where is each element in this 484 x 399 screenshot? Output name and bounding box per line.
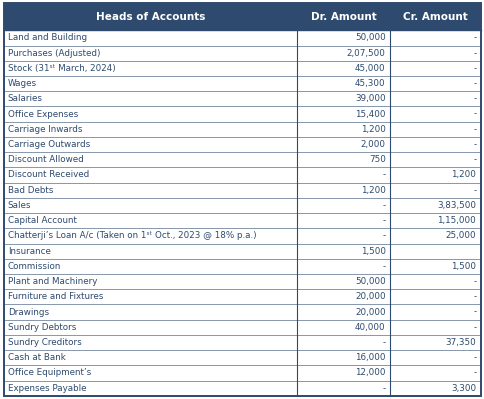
Bar	[4, 259, 480, 274]
Bar	[4, 335, 480, 350]
Text: Drawings: Drawings	[8, 308, 49, 316]
Text: -: -	[472, 140, 475, 149]
Bar	[4, 198, 480, 213]
Text: -: -	[472, 64, 475, 73]
Text: Carriage Outwards: Carriage Outwards	[8, 140, 90, 149]
Text: 2,07,500: 2,07,500	[346, 49, 385, 58]
Text: 50,000: 50,000	[354, 277, 385, 286]
Text: 3,83,500: 3,83,500	[437, 201, 475, 210]
Text: 39,000: 39,000	[354, 94, 385, 103]
Text: Carriage Inwards: Carriage Inwards	[8, 125, 82, 134]
Text: Dr. Amount: Dr. Amount	[310, 12, 376, 22]
Text: -: -	[382, 170, 385, 180]
Text: Office Equipment’s: Office Equipment’s	[8, 368, 91, 377]
Text: 40,000: 40,000	[354, 323, 385, 332]
Bar	[4, 213, 480, 228]
Text: 15,400: 15,400	[354, 110, 385, 119]
Text: Heads of Accounts: Heads of Accounts	[96, 12, 205, 22]
Bar	[4, 365, 480, 381]
Text: -: -	[472, 110, 475, 119]
Text: 1,200: 1,200	[360, 186, 385, 195]
Text: Bad Debts: Bad Debts	[8, 186, 53, 195]
Bar	[4, 168, 480, 183]
Text: Sundry Creditors: Sundry Creditors	[8, 338, 81, 347]
Text: 1,200: 1,200	[451, 170, 475, 180]
Text: Plant and Machinery: Plant and Machinery	[8, 277, 97, 286]
Text: -: -	[382, 338, 385, 347]
Text: 750: 750	[368, 155, 385, 164]
Bar	[4, 381, 480, 396]
Text: -: -	[472, 125, 475, 134]
Text: -: -	[382, 384, 385, 393]
Text: Cr. Amount: Cr. Amount	[403, 12, 467, 22]
Text: 25,000: 25,000	[445, 231, 475, 241]
Text: Insurance: Insurance	[8, 247, 50, 256]
Text: -: -	[472, 368, 475, 377]
Text: -: -	[382, 262, 385, 271]
Text: 37,350: 37,350	[445, 338, 475, 347]
Text: Stock (31ˢᵗ March, 2024): Stock (31ˢᵗ March, 2024)	[8, 64, 115, 73]
Text: Commission: Commission	[8, 262, 61, 271]
Text: -: -	[472, 94, 475, 103]
Text: Chatterji’s Loan A/c (Taken on 1ˢᵗ Oct., 2023 @ 18% p.a.): Chatterji’s Loan A/c (Taken on 1ˢᵗ Oct.,…	[8, 231, 256, 241]
Bar	[4, 3, 480, 30]
Text: -: -	[472, 353, 475, 362]
Text: 45,300: 45,300	[354, 79, 385, 88]
Text: 1,500: 1,500	[360, 247, 385, 256]
Text: 12,000: 12,000	[354, 368, 385, 377]
Bar	[4, 289, 480, 304]
Text: Land and Building: Land and Building	[8, 34, 87, 42]
Text: Sales: Sales	[8, 201, 31, 210]
Text: -: -	[382, 216, 385, 225]
Text: -: -	[472, 323, 475, 332]
Text: Furniture and Fixtures: Furniture and Fixtures	[8, 292, 103, 301]
Text: 45,000: 45,000	[354, 64, 385, 73]
Text: -: -	[472, 49, 475, 58]
Text: -: -	[472, 155, 475, 164]
Text: 1,200: 1,200	[360, 125, 385, 134]
Text: Purchases (Adjusted): Purchases (Adjusted)	[8, 49, 100, 58]
Text: -: -	[382, 231, 385, 241]
Text: 1,15,000: 1,15,000	[437, 216, 475, 225]
Text: Capital Account: Capital Account	[8, 216, 76, 225]
Bar	[4, 320, 480, 335]
Text: Discount Allowed: Discount Allowed	[8, 155, 83, 164]
Bar	[4, 243, 480, 259]
Bar	[4, 107, 480, 122]
Bar	[4, 45, 480, 61]
Text: -: -	[472, 292, 475, 301]
Text: 2,000: 2,000	[360, 140, 385, 149]
Text: Wages: Wages	[8, 79, 37, 88]
Bar	[4, 350, 480, 365]
Text: 1,500: 1,500	[450, 262, 475, 271]
Text: -: -	[472, 79, 475, 88]
Bar	[4, 228, 480, 243]
Bar	[4, 76, 480, 91]
Text: 20,000: 20,000	[354, 292, 385, 301]
Text: Cash at Bank: Cash at Bank	[8, 353, 65, 362]
Text: 20,000: 20,000	[354, 308, 385, 316]
Bar	[4, 137, 480, 152]
Text: 3,300: 3,300	[450, 384, 475, 393]
Text: -: -	[472, 186, 475, 195]
Text: -: -	[472, 308, 475, 316]
Bar	[4, 183, 480, 198]
Text: Discount Received: Discount Received	[8, 170, 89, 180]
Bar	[4, 152, 480, 168]
Text: -: -	[472, 277, 475, 286]
Text: 50,000: 50,000	[354, 34, 385, 42]
Text: -: -	[472, 34, 475, 42]
Bar	[4, 304, 480, 320]
Bar	[4, 30, 480, 45]
Bar	[4, 274, 480, 289]
Text: 16,000: 16,000	[354, 353, 385, 362]
Text: -: -	[382, 201, 385, 210]
Text: Salaries: Salaries	[8, 94, 43, 103]
Text: Expenses Payable: Expenses Payable	[8, 384, 86, 393]
Bar	[4, 91, 480, 107]
Text: Office Expenses: Office Expenses	[8, 110, 78, 119]
Bar	[4, 61, 480, 76]
Bar	[4, 122, 480, 137]
Text: Sundry Debtors: Sundry Debtors	[8, 323, 76, 332]
